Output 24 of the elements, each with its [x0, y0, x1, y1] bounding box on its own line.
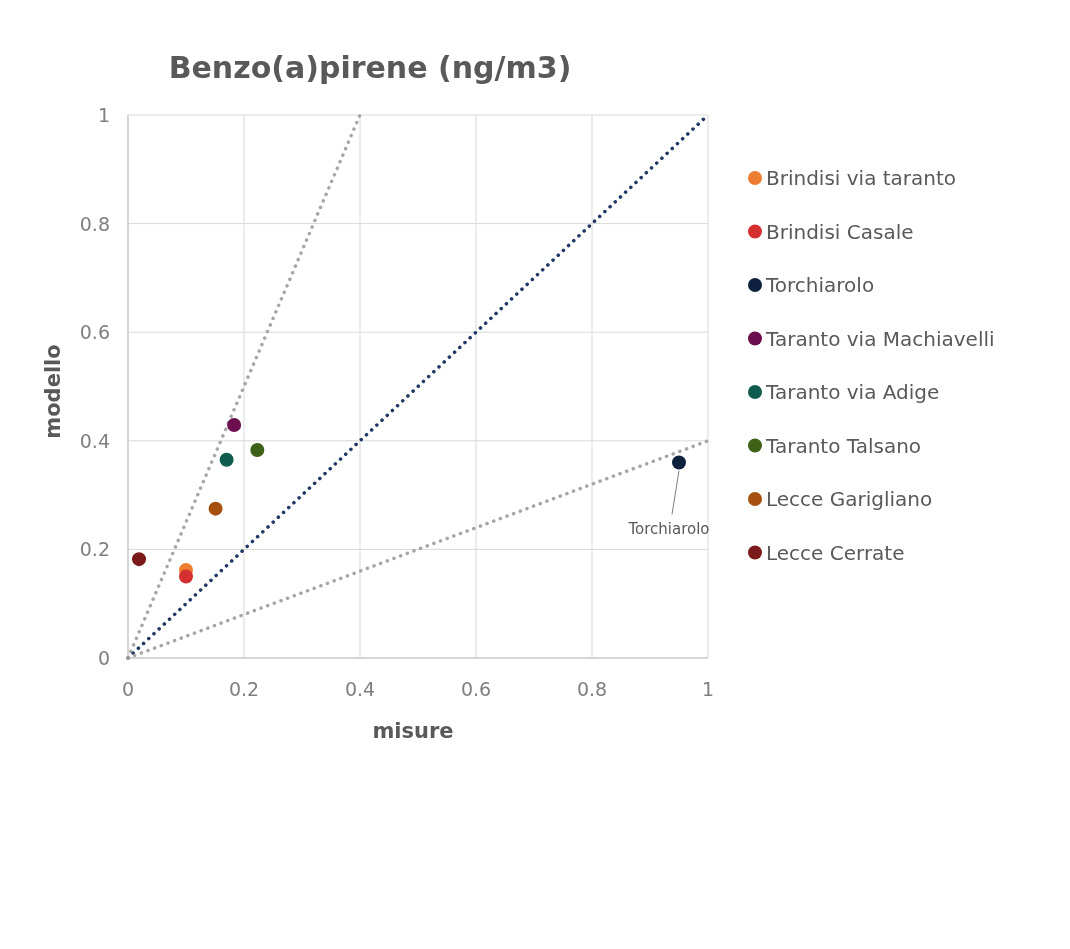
annotation: Torchiarolo	[627, 519, 710, 538]
y-tick-label: 1	[97, 104, 110, 126]
legend-label: Taranto via Adige	[765, 380, 940, 404]
x-tick-label: 0.6	[460, 678, 492, 700]
legend-label: Brindisi Casale	[766, 219, 914, 244]
legend-label: Taranto Talsano	[765, 433, 922, 458]
y-axis-title: modello	[41, 344, 65, 439]
legend-label: Torchiarolo	[765, 273, 875, 297]
legend-label: Lecce Garigliano	[766, 487, 933, 511]
legend-label: Lecce Cerrate	[766, 540, 905, 565]
x-tick-label: 1	[701, 678, 715, 700]
x-tick-label: 0.2	[228, 678, 260, 700]
y-tick-label: 0.2	[79, 538, 110, 561]
y-tick-label: 0.6	[79, 321, 110, 344]
x-axis-title: misure	[372, 719, 454, 743]
x-tick-label: 0.8	[576, 678, 608, 700]
legend-label: Brindisi via taranto	[766, 166, 957, 190]
chart-title: Benzo(a)pirene (ng/m3)	[168, 50, 572, 85]
y-tick-label: 0.8	[79, 212, 110, 235]
x-tick-label: 0.4	[344, 678, 376, 700]
legend-label: Taranto via Machiavelli	[765, 326, 995, 351]
y-tick-label: 0	[97, 647, 110, 669]
y-tick-label: 0.4	[79, 429, 110, 452]
x-tick-label: 0	[121, 678, 135, 700]
